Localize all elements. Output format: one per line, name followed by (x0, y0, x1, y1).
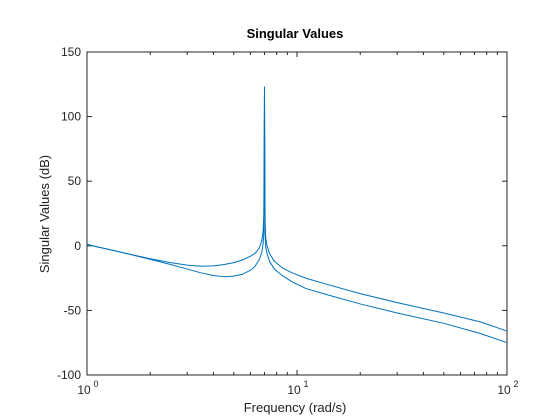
y-tick-label-2: 0 (74, 239, 81, 253)
series-line-2 (86, 96, 508, 344)
chart-title: Singular Values (247, 26, 344, 41)
x-tick-label-0: 10 (77, 383, 91, 397)
x-tick-exponent-1: 1 (303, 379, 308, 389)
y-axis-label: Singular Values (dB) (37, 155, 52, 273)
x-axis-label: Frequency (rad/s) (244, 400, 347, 415)
plot-area (86, 51, 508, 376)
y-axis-ticks: -100 -50 0 50 100 150 (57, 45, 507, 382)
x-tick-exponent-2: 2 (513, 379, 518, 389)
x-tick-label-1: 10 (287, 383, 301, 397)
y-tick-label-1: -50 (64, 303, 82, 317)
x-tick-label-2: 10 (497, 383, 511, 397)
x-tick-exponent-0: 0 (93, 379, 98, 389)
x-axis-ticks: 10 0 10 1 10 2 (77, 52, 519, 397)
y-tick-label-3: 50 (68, 174, 82, 188)
series-lines (86, 86, 508, 344)
y-tick-label-0: -100 (57, 368, 81, 382)
y-tick-label-4: 100 (61, 110, 81, 124)
y-tick-label-5: 150 (61, 45, 81, 59)
